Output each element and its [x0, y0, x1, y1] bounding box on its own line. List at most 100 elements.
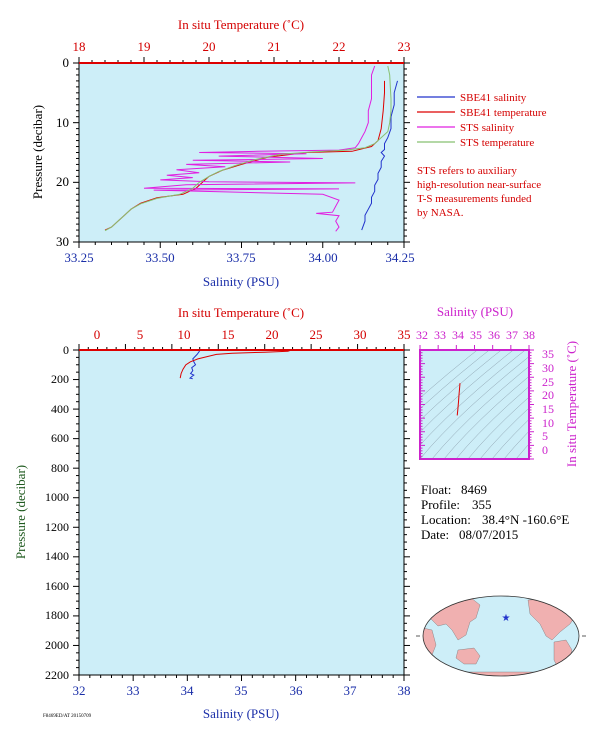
- location-label: Location:: [421, 512, 471, 527]
- density-contour: [431, 366, 529, 459]
- density-contour: [420, 350, 478, 399]
- map-outline: [422, 595, 580, 677]
- ts-diagram-plot-area: [420, 350, 529, 459]
- series-line-sts-temperature: [104, 65, 392, 232]
- y-tick-label: 2200: [45, 668, 69, 682]
- ts-curve: [456, 383, 461, 416]
- x2-tick-label: 30: [354, 327, 367, 342]
- near-surface-x2-label: In situ Temperature (˚C): [178, 17, 304, 32]
- location-value: 38.4°N -160.6°E: [482, 512, 569, 527]
- float-label: Float:: [421, 482, 451, 497]
- x2-tick-label: 21: [268, 39, 281, 54]
- y-tick-label: 25: [542, 375, 554, 389]
- y-tick-label: 20: [542, 388, 554, 402]
- sts-note-line: T-S measurements funded: [417, 193, 532, 205]
- full-profile-y-label: Pressure (decibar): [13, 465, 28, 559]
- footer-code: F8469ED/AT 20150709: [43, 714, 92, 719]
- x2-tick-label: 10: [178, 327, 191, 342]
- x-tick-label: 33.25: [64, 250, 93, 265]
- y-tick-label: 1800: [45, 608, 69, 622]
- y-tick-label: 200: [51, 372, 69, 386]
- density-contour: [420, 356, 529, 459]
- legend-label-sts-salinity: STS salinity: [460, 122, 515, 134]
- y-tick-label: 1000: [45, 490, 69, 504]
- full-profile-panel: In situ Temperature (˚C) 0 5 10 15 20 25…: [13, 305, 411, 721]
- x-tick-label: 32: [73, 683, 86, 698]
- series-line-sbe41-temperature: [179, 349, 291, 379]
- y-tick-label: 800: [51, 461, 69, 475]
- profile-label: Profile:: [421, 497, 460, 512]
- y-tick-label: 2000: [45, 638, 69, 652]
- density-contour: [467, 396, 529, 459]
- y-tick-label: 400: [51, 402, 69, 416]
- x2-tick-label: 23: [398, 39, 411, 54]
- ts-diagram-panel: Salinity (PSU) 32 33 34 35 36 37 38 0 5 …: [416, 304, 579, 467]
- y-tick-label: 10: [542, 416, 554, 430]
- series-line-sbe41-salinity: [361, 80, 398, 231]
- y-tick-label: 0: [63, 55, 70, 70]
- density-contour: [420, 350, 526, 446]
- y-tick-label: 600: [51, 431, 69, 445]
- x2-tick-label: 22: [333, 39, 346, 54]
- ts-diagram-series: [456, 383, 461, 416]
- x-tick-label: 35: [470, 328, 482, 342]
- profile-value: 355: [472, 497, 492, 512]
- series-line-sts-salinity: [143, 65, 376, 232]
- y-tick-label: 1400: [45, 549, 69, 563]
- x-tick-label: 33: [127, 683, 140, 698]
- density-contour: [491, 419, 529, 459]
- x-tick-label: 34.25: [385, 250, 414, 265]
- x2-tick-label: 25: [310, 327, 323, 342]
- legend-label-sbe41-temperature: SBE41 temperature: [460, 107, 547, 119]
- ts-diagram-x-label: Salinity (PSU): [437, 304, 513, 319]
- x2-tick-label: 20: [266, 327, 279, 342]
- full-profile-x-label: Salinity (PSU): [203, 706, 279, 721]
- full-profile-x2-label: In situ Temperature (˚C): [178, 305, 304, 320]
- x-tick-label: 35: [235, 683, 248, 698]
- y-tick-label: 1600: [45, 579, 69, 593]
- density-contour: [443, 376, 529, 459]
- y-tick-label: 0: [542, 443, 548, 457]
- x2-tick-label: 15: [222, 327, 235, 342]
- x-tick-label: 36: [488, 328, 500, 342]
- y-tick-label: 10: [56, 115, 69, 130]
- sts-note-line: STS refers to auxiliary: [417, 165, 517, 177]
- legend: SBE41 salinity SBE41 temperature STS sal…: [417, 92, 547, 219]
- ts-diagram-frame: [419, 349, 530, 460]
- full-profile-y-tick-labels: 0 200 400 600 800 1000 1200 1400 1600 18…: [45, 343, 69, 682]
- y-tick-label: 30: [542, 361, 554, 375]
- x-tick-label: 33.50: [145, 250, 174, 265]
- near-surface-x-tick-labels: 33.25 33.50 33.75 34.00 34.25: [64, 250, 414, 265]
- x-tick-label: 37: [506, 328, 518, 342]
- x2-tick-label: 18: [73, 39, 86, 54]
- x-tick-label: 33.75: [226, 250, 255, 265]
- near-surface-panel: In situ Temperature (˚C) 18 19 20 21 22 …: [30, 17, 415, 289]
- ts-diagram-y-label: In situ Temperature (˚C): [564, 341, 579, 467]
- float-value: 8469: [461, 482, 487, 497]
- y-tick-label: 35: [542, 347, 554, 361]
- y-tick-label: 20: [56, 174, 69, 189]
- x-tick-label: 36: [290, 683, 304, 698]
- y-tick-label: 15: [542, 402, 554, 416]
- x-tick-label: 33: [434, 328, 446, 342]
- density-contour: [515, 443, 529, 459]
- ts-diagram-density-contours: [420, 350, 529, 459]
- x-tick-label: 38: [523, 328, 535, 342]
- x-tick-label: 34.00: [308, 250, 337, 265]
- near-surface-x-label: Salinity (PSU): [203, 274, 279, 289]
- x2-tick-label: 5: [137, 327, 144, 342]
- x2-tick-label: 19: [138, 39, 151, 54]
- x2-tick-label: 35: [398, 327, 411, 342]
- legend-label-sbe41-salinity: SBE41 salinity: [460, 92, 527, 104]
- y-tick-label: 1200: [45, 520, 69, 534]
- x-tick-label: 34: [452, 328, 464, 342]
- full-profile-plot-area: [79, 350, 404, 675]
- near-surface-y-tick-labels: 0 10 20 30: [56, 55, 69, 249]
- sts-note-line: by NASA.: [417, 207, 464, 219]
- y-tick-label: 5: [542, 429, 548, 443]
- sts-note-line: high-resolution near-surface: [417, 179, 541, 191]
- float-location-marker: ★: [502, 613, 511, 624]
- full-profile-x-tick-labels: 32 33 34 35 36 37 38: [73, 683, 411, 698]
- x2-tick-label: 20: [203, 39, 216, 54]
